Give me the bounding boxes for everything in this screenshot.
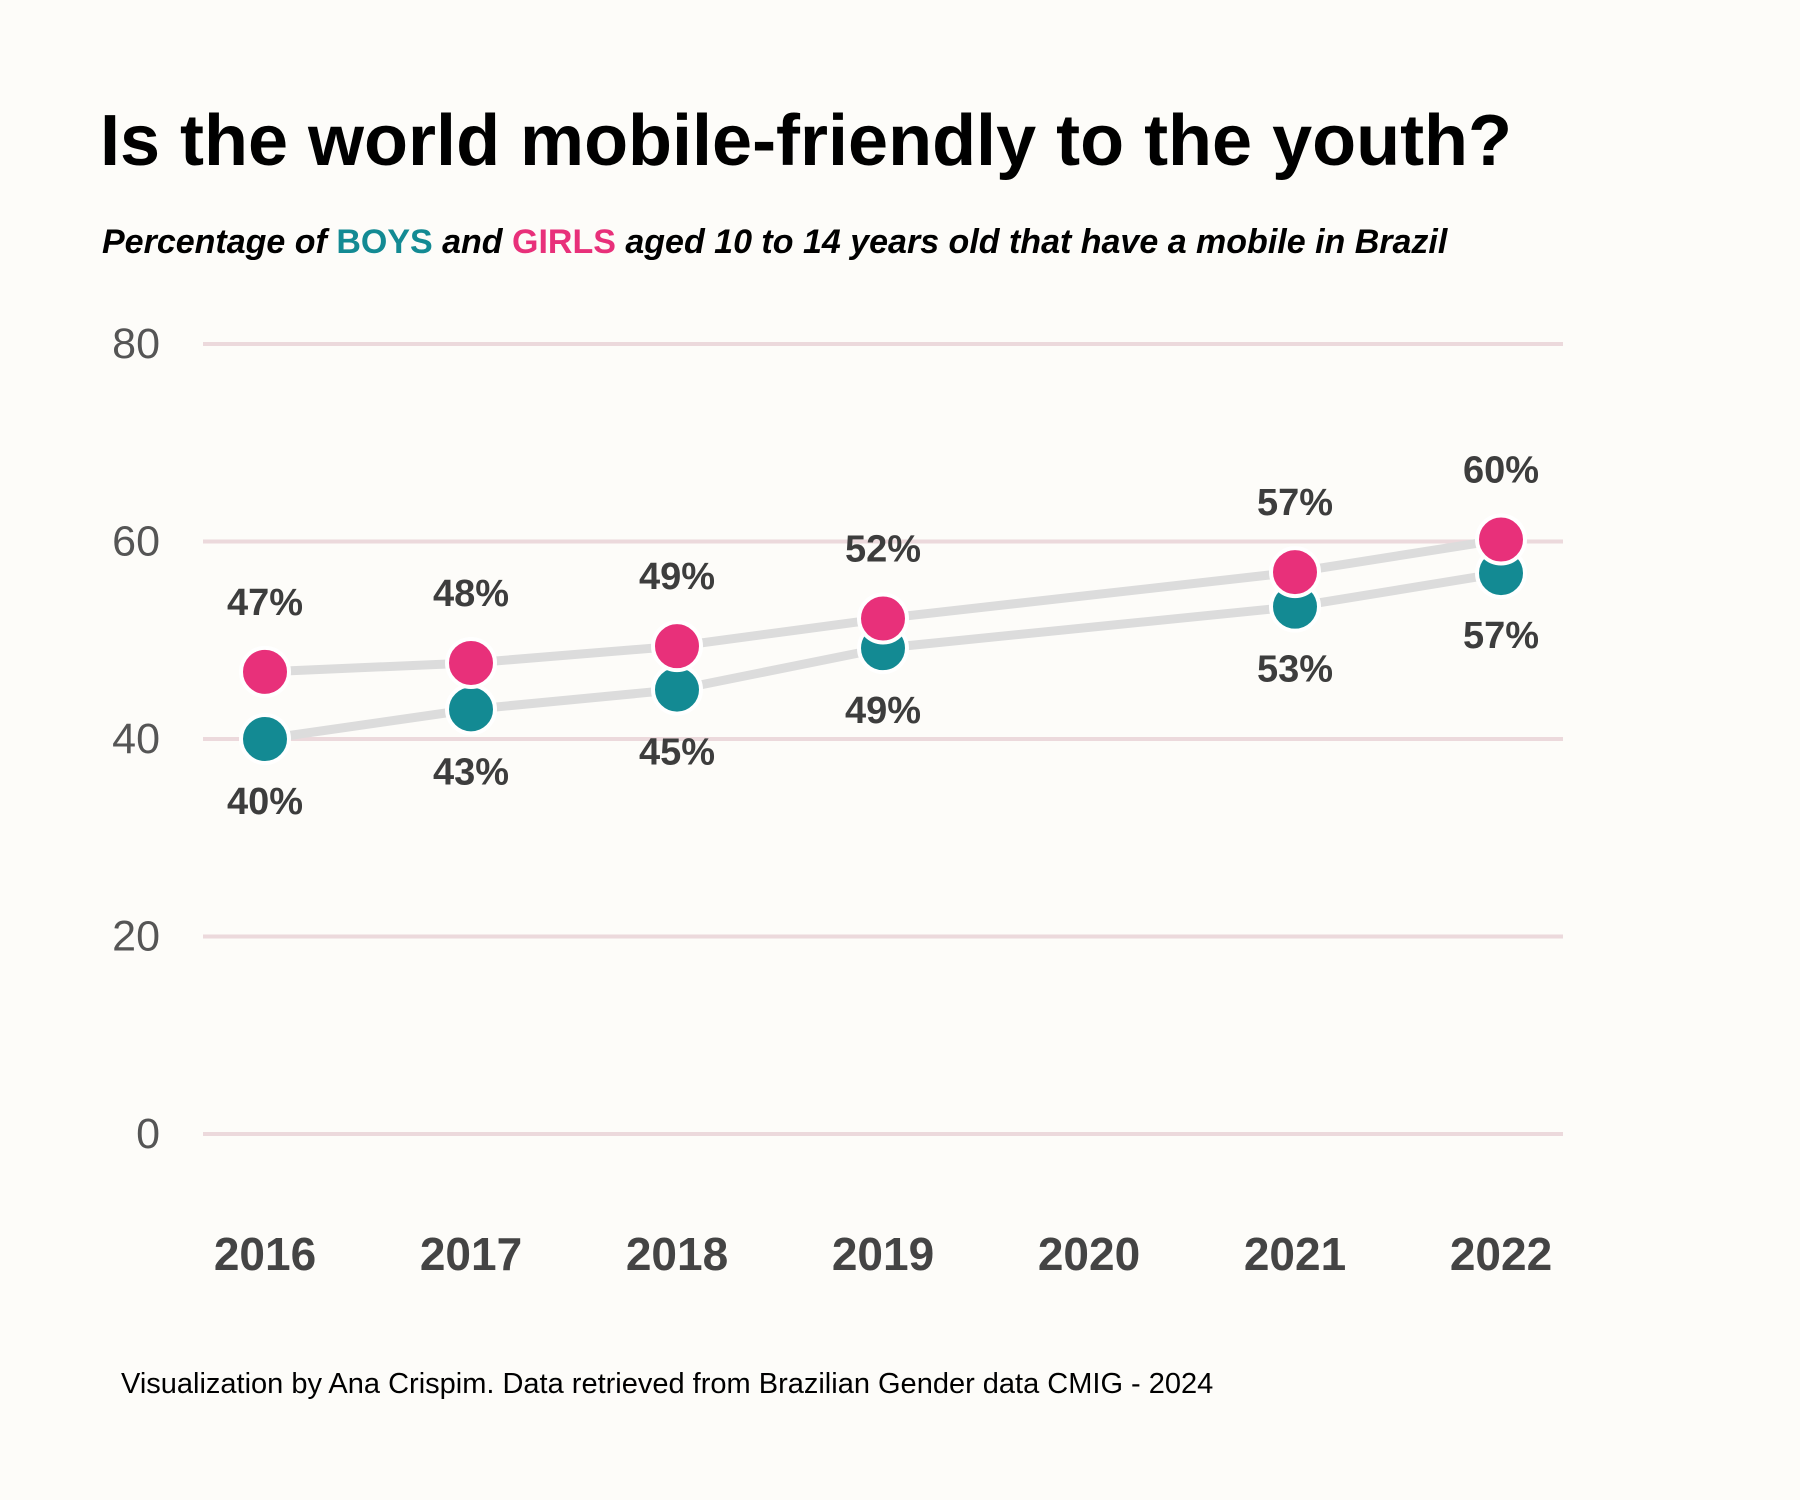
x-tick-label: 2021 [1244, 1228, 1346, 1280]
subtitle-prefix: Percentage of [102, 223, 337, 261]
x-tick-label: 2022 [1450, 1228, 1552, 1280]
connector-layer [260, 535, 1506, 744]
label-layer: 40% 43% 45% 49% 53% 57% 47% 48% 49% 52% 57% 60% [227, 450, 1539, 823]
series-line-boys [260, 568, 1506, 744]
chart-caption: Visualization by Ana Crispim. Data retri… [121, 1368, 1214, 1400]
data-label-girls: 57% [1257, 482, 1333, 524]
subtitle-boys-label: BOYS [336, 223, 433, 261]
x-tick-label: 2016 [214, 1228, 316, 1280]
data-label-boys: 40% [227, 781, 303, 823]
x-tick-label: 2018 [626, 1228, 728, 1280]
subtitle-middle: and [432, 223, 513, 261]
y-tick-label: 60 [112, 518, 160, 566]
point-girls-2016 [239, 645, 291, 698]
data-label-girls: 47% [227, 582, 303, 624]
y-tick-label: 40 [112, 715, 160, 763]
data-label-boys: 43% [433, 751, 509, 793]
data-label-boys: 45% [639, 732, 715, 774]
data-label-girls: 52% [845, 529, 921, 571]
point-layer [239, 513, 1527, 765]
point-girls-2021 [1269, 546, 1321, 599]
point-girls-2019 [857, 592, 909, 645]
y-tick-label: 0 [136, 1110, 160, 1158]
data-label-girls: 49% [639, 556, 715, 598]
x-tick-label: 2017 [420, 1228, 522, 1280]
point-girls-2017 [445, 636, 497, 689]
chart-title: Is the world mobile-friendly to the yout… [100, 101, 1513, 181]
point-boys-2018 [651, 663, 703, 716]
chart-subtitle: Percentage of BOYS and GIRLS aged 10 to … [102, 223, 1447, 262]
y-tick-label: 20 [112, 913, 160, 961]
point-boys-2016 [239, 713, 291, 765]
y-tick-label: 80 [112, 320, 160, 368]
data-label-boys: 53% [1257, 649, 1333, 691]
data-label-boys: 57% [1463, 615, 1539, 657]
x-tick-label: 2019 [832, 1228, 934, 1280]
point-girls-2022 [1475, 513, 1527, 566]
point-boys-2017 [445, 683, 497, 736]
data-label-girls: 48% [433, 573, 509, 615]
point-girls-2018 [651, 620, 703, 673]
data-label-girls: 60% [1463, 450, 1539, 492]
subtitle-girls-label: GIRLS [512, 223, 616, 261]
x-tick-label: 2020 [1038, 1228, 1140, 1280]
grid-layer: 0 20 40 60 80 2016 2017 2018 2019 2020 2021 2022 [112, 320, 1563, 1280]
series-line-girls [260, 535, 1506, 677]
subtitle-suffix: aged 10 to 14 years old that have a mobi… [615, 223, 1448, 261]
data-label-boys: 49% [845, 690, 921, 732]
